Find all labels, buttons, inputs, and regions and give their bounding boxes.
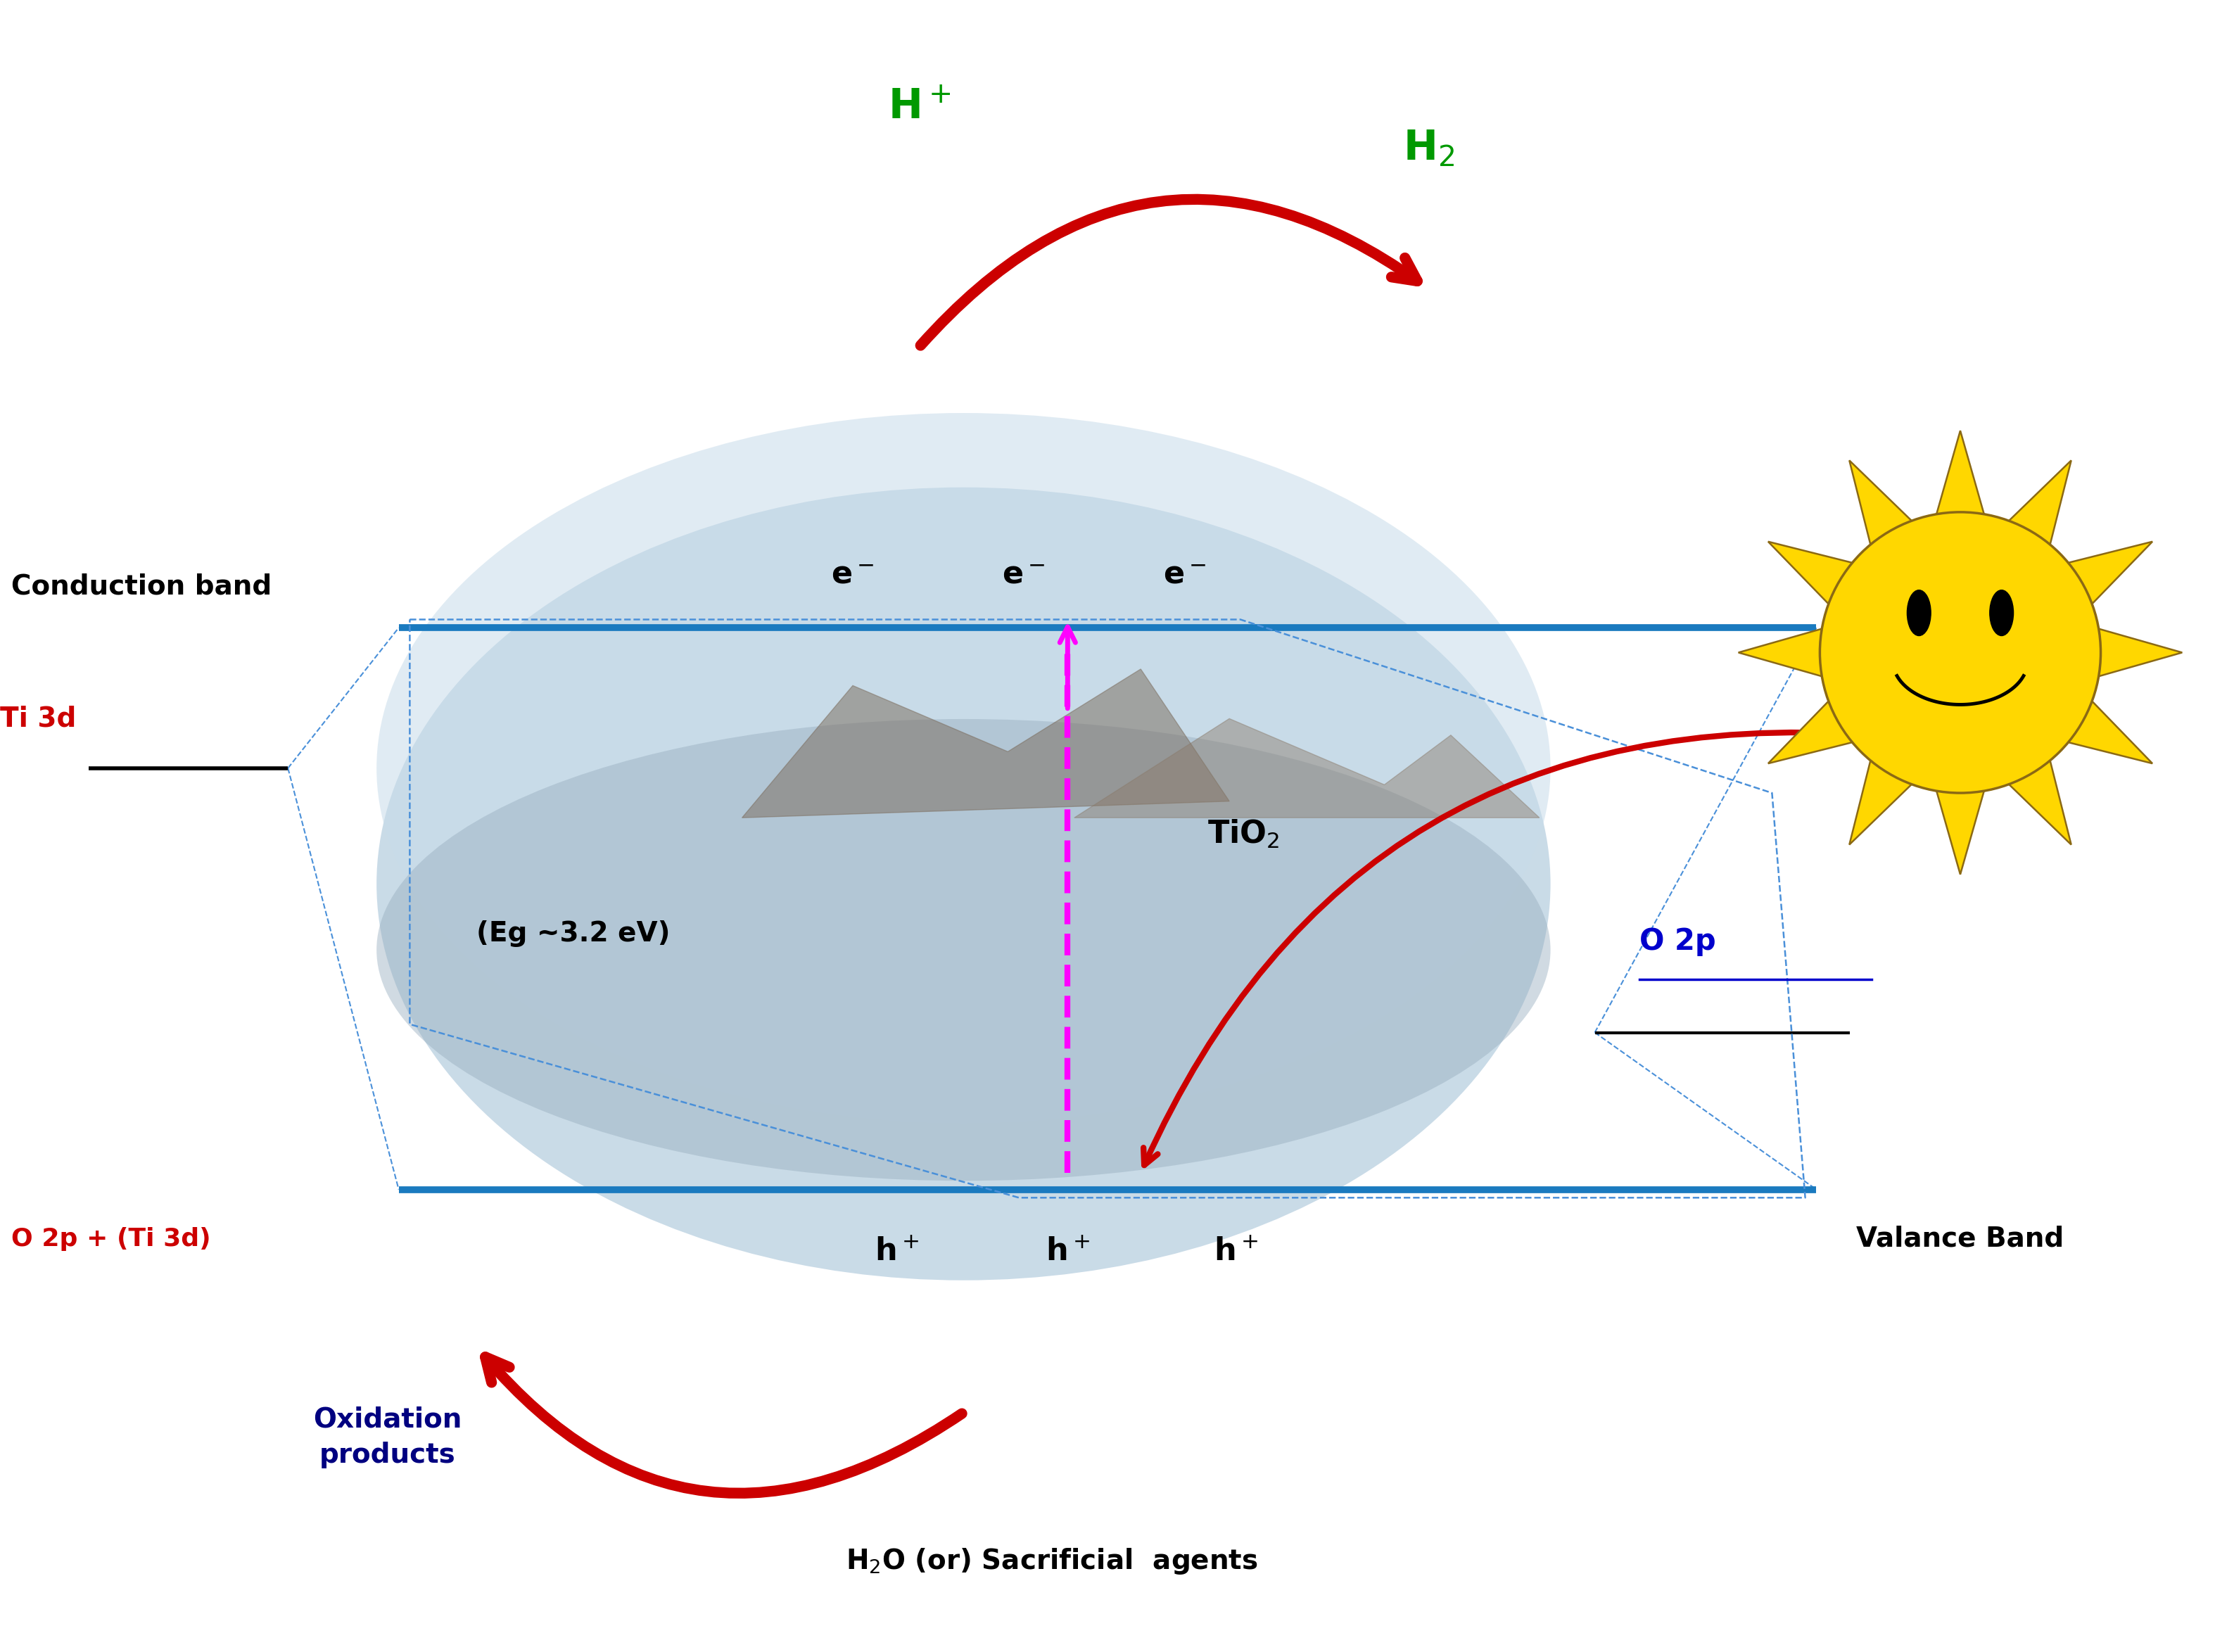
Text: Oxidation
products: Oxidation products <box>312 1406 463 1469</box>
Polygon shape <box>1768 700 1852 763</box>
Text: H$_2$: H$_2$ <box>1402 129 1455 169</box>
Text: e$^-$: e$^-$ <box>1001 560 1045 590</box>
Text: O 2p + (Ti 3d): O 2p + (Ti 3d) <box>11 1227 210 1251</box>
Text: (Eg ~3.2 eV): (Eg ~3.2 eV) <box>476 920 671 947</box>
Polygon shape <box>1768 542 1852 605</box>
Polygon shape <box>2009 760 2071 844</box>
Polygon shape <box>1850 760 1912 844</box>
Text: Ti 3d + (O 2p): Ti 3d + (O 2p) <box>1856 603 2056 626</box>
Polygon shape <box>1850 461 1912 545</box>
Polygon shape <box>1739 629 1823 676</box>
Text: H$^+$: H$^+$ <box>888 88 950 127</box>
Text: Conduction band: Conduction band <box>11 573 272 600</box>
Polygon shape <box>2009 461 2071 545</box>
Polygon shape <box>1936 431 1985 514</box>
Text: h$^+$: h$^+$ <box>1045 1237 1090 1267</box>
Ellipse shape <box>377 413 1550 1123</box>
Text: h$^+$: h$^+$ <box>1214 1237 1258 1267</box>
Polygon shape <box>1074 719 1539 818</box>
Text: Valance Band: Valance Band <box>1856 1226 2064 1252</box>
Polygon shape <box>2069 542 2153 605</box>
Ellipse shape <box>377 719 1550 1181</box>
Text: Ti 3d: Ti 3d <box>0 705 75 732</box>
Ellipse shape <box>377 487 1550 1280</box>
Ellipse shape <box>1821 512 2100 793</box>
Ellipse shape <box>1989 590 2013 636</box>
Text: e$^-$: e$^-$ <box>1163 560 1207 590</box>
Polygon shape <box>2069 700 2153 763</box>
Text: O 2p: O 2p <box>1639 927 1717 957</box>
Text: TiO$_2$: TiO$_2$ <box>1207 818 1280 851</box>
Text: h$^+$: h$^+$ <box>875 1237 919 1267</box>
Polygon shape <box>1936 791 1985 874</box>
Text: e$^-$: e$^-$ <box>831 560 875 590</box>
Polygon shape <box>2098 629 2182 676</box>
Ellipse shape <box>1907 590 1931 636</box>
Polygon shape <box>742 669 1229 818</box>
Text: H$_2$O (or) Sacrificial  agents: H$_2$O (or) Sacrificial agents <box>846 1546 1258 1576</box>
